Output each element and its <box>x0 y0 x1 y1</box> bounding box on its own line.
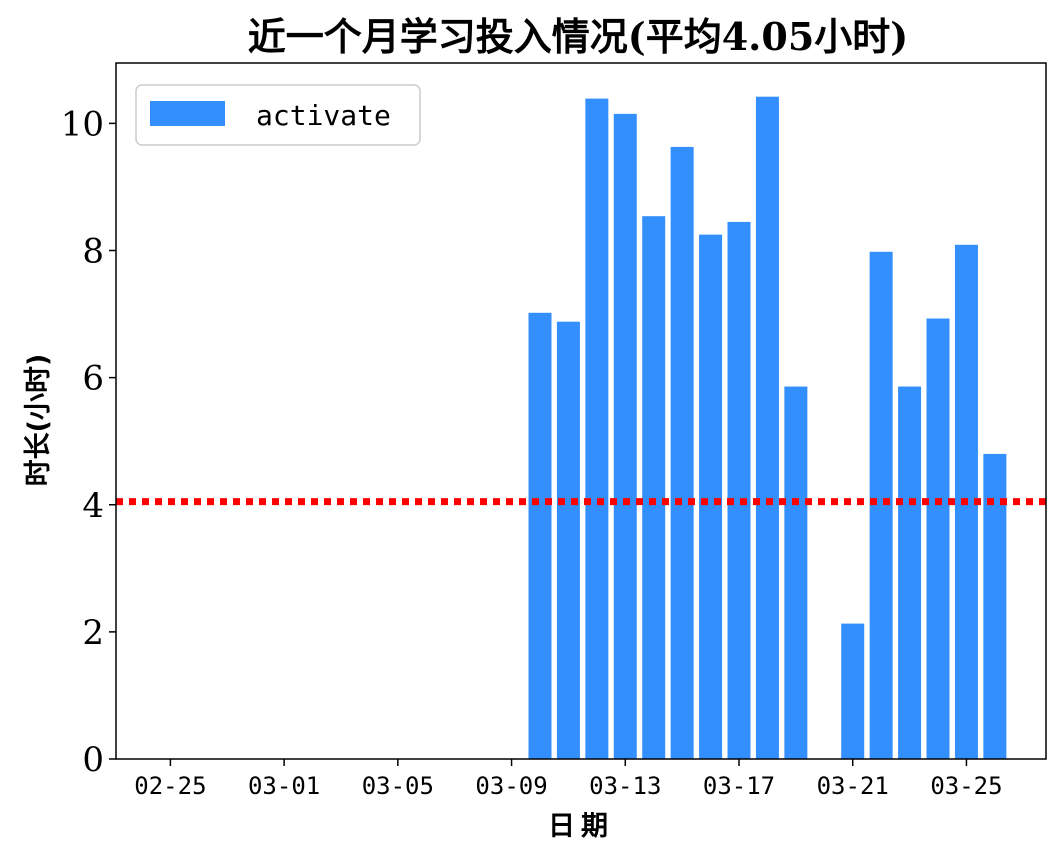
legend-label-activate: activate <box>256 99 391 132</box>
y-tick-label-4: 4 <box>82 486 104 526</box>
bar-03-11 <box>556 321 580 759</box>
bar-03-15 <box>670 146 694 759</box>
legend: activate <box>135 84 421 146</box>
y-axis-label: 时长(小时) <box>23 354 54 487</box>
y-tick-label-6: 6 <box>82 359 104 399</box>
y-tick-label-8: 8 <box>82 232 104 272</box>
bar-03-17 <box>727 221 751 759</box>
bar-03-13 <box>613 113 637 760</box>
ticks-layer: 0 2 4 6 8 10 02-25 03-01 03-05 03-09 03-13 03-17 03-… <box>61 104 1003 800</box>
legend-box <box>135 84 421 146</box>
bar-03-24 <box>926 318 950 759</box>
x-tick-label-03-13: 03-13 <box>589 772 661 800</box>
x-tick-label-03-01: 03-01 <box>248 772 320 800</box>
bar-03-16 <box>699 234 723 759</box>
bar-03-14 <box>642 216 666 759</box>
x-tick-label-03-25: 03-25 <box>930 772 1002 800</box>
x-tick-label-03-17: 03-17 <box>703 772 775 800</box>
x-tick-label-03-05: 03-05 <box>362 772 434 800</box>
x-tick-label-03-09: 03-09 <box>475 772 547 800</box>
bar-03-26 <box>983 453 1007 759</box>
x-tick-label-03-21: 03-21 <box>817 772 889 800</box>
y-tick-label-2: 2 <box>82 613 104 653</box>
y-tick-label-0: 0 <box>82 740 104 780</box>
bars-layer <box>528 96 1007 760</box>
bar-03-18 <box>755 96 779 759</box>
bar-03-22 <box>869 251 893 759</box>
bar-03-12 <box>585 98 609 760</box>
x-tick-label-02-25: 02-25 <box>134 772 206 800</box>
chart-title: 近一个月学习投入情况(平均4.05小时) <box>248 14 909 59</box>
bar-03-19 <box>784 386 808 759</box>
x-axis-label: 日期 <box>548 811 614 842</box>
bar-03-21 <box>841 623 865 759</box>
bar-03-10 <box>528 312 552 759</box>
legend-swatch-activate <box>150 101 225 126</box>
bar-03-23 <box>898 386 922 759</box>
plot-frame <box>115 62 1047 760</box>
y-tick-label-10: 10 <box>61 104 104 144</box>
